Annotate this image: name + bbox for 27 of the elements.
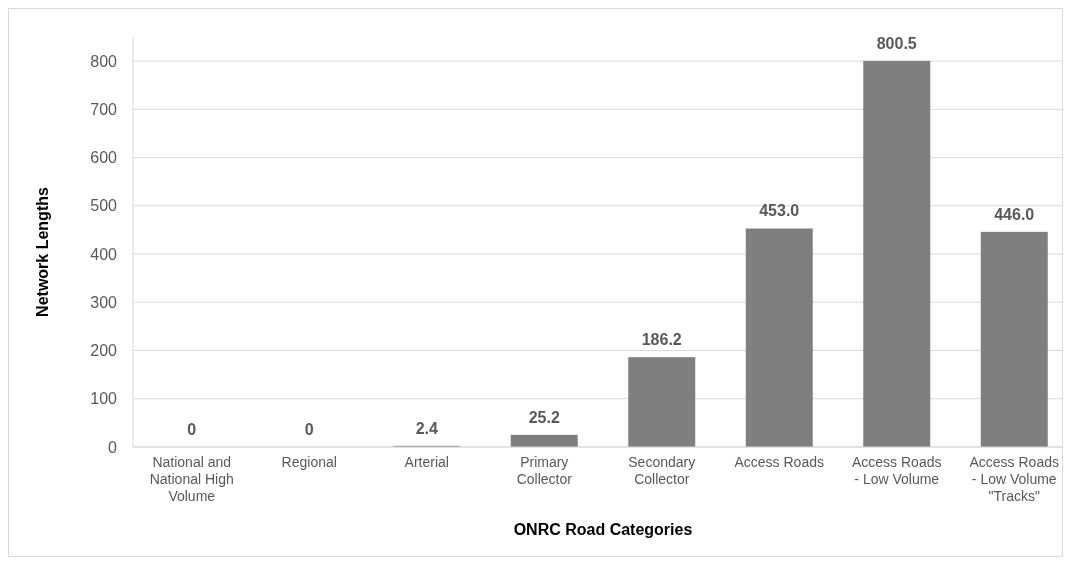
y-tick-label: 800: [90, 52, 118, 70]
data-label: 453.0: [759, 202, 800, 220]
data-label: 446.0: [994, 205, 1035, 223]
data-label: 2.4: [415, 419, 438, 437]
data-label: 0: [304, 421, 314, 438]
y-tick-label: 200: [90, 342, 118, 360]
y-tick-label: 0: [108, 438, 118, 456]
x-tick-label: Regional: [281, 454, 337, 470]
data-label: 186.2: [641, 331, 682, 349]
data-label: 0: [187, 421, 197, 438]
y-tick-label: 100: [90, 390, 118, 408]
x-tick-label: Primary Collector: [516, 454, 573, 487]
x-tick-label: Secondary Collector: [628, 454, 696, 487]
x-tick-label: National and National High Volume: [149, 454, 234, 504]
data-label: 25.2: [528, 408, 560, 426]
y-tick-label: 400: [90, 245, 118, 263]
x-tick-label: Access Roads: [734, 454, 824, 470]
x-tick-label: Arterial: [404, 454, 449, 470]
x-axis-title: ONRC Road Categories: [513, 521, 693, 538]
y-axis-title: Network Lengths: [34, 187, 51, 317]
x-tick-label: Access Roads - Low Volume: [852, 454, 942, 487]
y-tick-label: 600: [90, 149, 118, 167]
data-label: 800.5: [876, 34, 917, 52]
y-tick-label: 700: [90, 100, 118, 118]
y-tick-label: 300: [90, 293, 118, 311]
x-tick-label: Access Roads - Low Volume "Tracks": [969, 454, 1059, 504]
y-tick-label: 500: [90, 197, 118, 215]
